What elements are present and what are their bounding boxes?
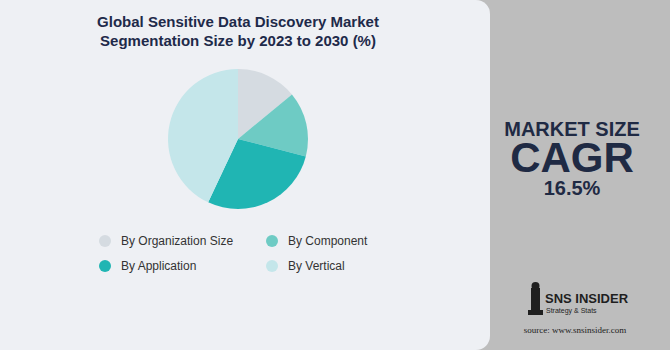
legend-swatch [266,260,278,272]
chart: Global Sensitive Data Discovery Market Se… [0,0,670,350]
logo-shape [532,282,540,290]
logo-text: SNS INSIDER [545,291,629,306]
source: source: www.snsinsider.com [524,325,627,335]
annotation: 16.5% [544,177,601,199]
logo-icon [528,282,543,315]
annotation: CAGR [510,134,634,181]
logo-subtext: Strategy & Stats [546,307,597,315]
left-panel [0,0,490,350]
legend-label: By Component [288,234,368,248]
logo-shape [528,310,543,315]
pie [168,69,308,209]
legend-swatch [99,235,111,247]
legend-swatch [266,235,278,247]
legend: By Organization Size By Component By Appli… [99,234,368,273]
legend-label: By Application [121,259,196,273]
title: Global Sensitive Data Discovery Market Se… [97,13,379,49]
legend-label: By Organization Size [121,234,233,248]
pie-slice [168,69,238,202]
left-panel-fill [0,0,475,350]
background [0,0,670,350]
title-line: Segmentation Size by 2023 to 2030 (%) [100,32,376,49]
legend-label: By Vertical [288,259,345,273]
legend-swatch [99,260,111,272]
title-line: Global Sensitive Data Discovery Market [97,13,379,30]
